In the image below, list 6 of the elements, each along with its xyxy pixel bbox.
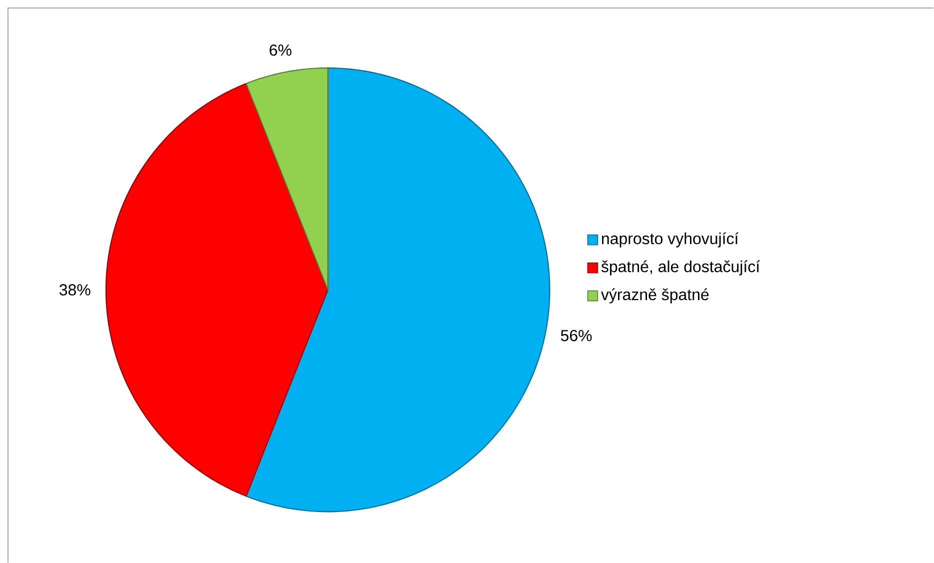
legend-label: naprosto vyhovující bbox=[602, 232, 739, 248]
data-label: 38% bbox=[59, 284, 90, 296]
data-label: 56% bbox=[560, 330, 592, 342]
legend-label: výrazně špatné bbox=[601, 288, 709, 304]
legend-label: špatné, ale dostačující bbox=[601, 260, 760, 276]
data-label: 6% bbox=[270, 44, 292, 56]
